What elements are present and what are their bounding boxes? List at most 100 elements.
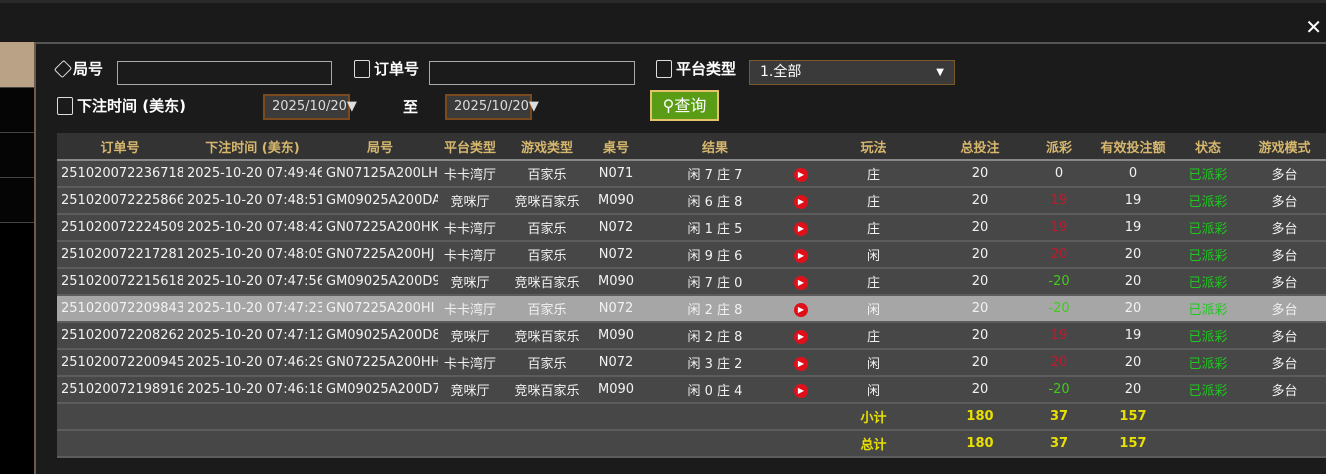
valid-bet-cell: 19 — [1093, 214, 1173, 242]
table-row[interactable]: 251020072236718 2025-10-20 07:49:46 GN0712… — [57, 160, 1326, 188]
total-bet-cell: 20 — [935, 295, 1025, 323]
platform-cell: 卡卡湾厅 — [438, 160, 502, 188]
bet-type-cell: 庄 — [812, 322, 935, 350]
table-row[interactable]: 251020072209843 2025-10-20 07:47:23 GN0722… — [57, 295, 1326, 323]
play-replay-icon[interactable]: ▶ — [794, 383, 808, 398]
replay-cell: ▶ — [790, 187, 812, 215]
bet-type-cell: 闲 — [812, 349, 935, 377]
time-label-text: 下注时间 (美东) — [77, 97, 186, 115]
valid-bet-cell: 20 — [1093, 295, 1173, 323]
payout-cell: -20 — [1025, 268, 1093, 296]
status-cell: 已派彩 — [1173, 268, 1243, 296]
order-id-cell: 251020072200945 — [57, 349, 183, 377]
round-label-text: 局号 — [73, 60, 104, 78]
total-bet-cell: 20 — [935, 160, 1025, 188]
bet-type-cell: 闲 — [812, 241, 935, 269]
empty-cell — [183, 403, 322, 431]
clipboard-icon — [354, 59, 370, 78]
empty-cell — [183, 430, 322, 458]
column-header: 游戏模式 — [1243, 133, 1326, 161]
empty-cell — [438, 403, 502, 431]
table-row[interactable]: 251020072225866 2025-10-20 07:48:51 GM0902… — [57, 187, 1326, 215]
platform-cell: 竞咪厅 — [438, 322, 502, 350]
table-row[interactable]: 251020072208262 2025-10-20 07:47:12 GM0902… — [57, 322, 1326, 350]
column-header: 桌号 — [592, 133, 640, 161]
payout-cell: 19 — [1025, 187, 1093, 215]
total-bet-cell: 20 — [935, 214, 1025, 242]
status-cell: 已派彩 — [1173, 376, 1243, 404]
game-mode-cell: 多台 — [1243, 376, 1326, 404]
platform-label: 平台类型 — [656, 58, 736, 79]
game-type-cell: 百家乐 — [502, 295, 592, 323]
empty-cell — [790, 430, 812, 458]
top-bar: ✕ — [0, 0, 1326, 42]
platform-cell: 竞咪厅 — [438, 187, 502, 215]
order-input[interactable] — [429, 61, 635, 85]
play-replay-icon[interactable]: ▶ — [794, 275, 808, 290]
order-id-cell: 251020072225866 — [57, 187, 183, 215]
total-bet-cell: 20 — [935, 349, 1025, 377]
column-header: 状态 — [1173, 133, 1243, 161]
round-id-cell: GN07225A200HH — [322, 349, 438, 377]
table-no-cell: N072 — [592, 214, 640, 242]
total-bet-cell: 20 — [935, 322, 1025, 350]
tag-icon — [53, 59, 73, 78]
platform-select[interactable]: 1.全部 ▼ — [749, 60, 955, 85]
game-mode-cell: 多台 — [1243, 268, 1326, 296]
search-icon: ⚲ — [662, 96, 675, 115]
valid-bet-cell: 19 — [1093, 322, 1173, 350]
empty-cell — [438, 430, 502, 458]
result-cell: 闲 1 庄 5 — [640, 214, 790, 242]
play-replay-icon[interactable]: ▶ — [794, 221, 808, 236]
chevron-down-icon: ▼ — [936, 67, 944, 78]
date-to-picker[interactable]: 2025/10/20▼ — [445, 94, 539, 120]
game-mode-cell: 多台 — [1243, 187, 1326, 215]
table-row[interactable]: 251020072224509 2025-10-20 07:48:42 GN0722… — [57, 214, 1326, 242]
table-no-cell: N072 — [592, 295, 640, 323]
column-header: 结果 — [640, 133, 790, 161]
empty-cell — [1173, 403, 1243, 431]
play-replay-icon[interactable]: ▶ — [794, 194, 808, 209]
play-replay-icon[interactable]: ▶ — [794, 302, 808, 317]
play-replay-icon[interactable]: ▶ — [794, 167, 808, 182]
bet-time-cell: 2025-10-20 07:47:56 — [183, 268, 322, 296]
game-type-cell: 百家乐 — [502, 241, 592, 269]
empty-cell — [502, 403, 592, 431]
table-no-cell: N072 — [592, 241, 640, 269]
bet-time-cell: 2025-10-20 07:47:23 — [183, 295, 322, 323]
table-header: 订单号 下注时间 (美东) 局号 平台类型 游戏类型 桌号 结果 玩法 总投注 派彩 有效投注额 状态… — [57, 133, 1326, 161]
table-row[interactable]: 251020072198916 2025-10-20 07:46:18 GM0902… — [57, 376, 1326, 404]
order-id-cell: 251020072209843 — [57, 295, 183, 323]
payout-cell: 20 — [1025, 241, 1093, 269]
empty-cell — [322, 403, 438, 431]
round-input[interactable] — [117, 61, 332, 85]
subtotal-row: 小计 180 37 157 — [57, 403, 1326, 431]
valid-bet-cell: 19 — [1093, 187, 1173, 215]
play-replay-icon[interactable]: ▶ — [794, 248, 808, 263]
sidebar-item[interactable] — [0, 42, 34, 88]
replay-cell: ▶ — [790, 376, 812, 404]
to-label: 至 — [403, 98, 419, 116]
sidebar-item[interactable] — [0, 133, 34, 178]
table-row[interactable]: 251020072217281 2025-10-20 07:48:05 GN0722… — [57, 241, 1326, 269]
total-total-bet: 180 — [935, 430, 1025, 458]
replay-cell: ▶ — [790, 322, 812, 350]
sidebar — [0, 42, 36, 474]
play-replay-icon[interactable]: ▶ — [794, 329, 808, 344]
bet-type-cell: 庄 — [812, 160, 935, 188]
sidebar-item[interactable] — [0, 178, 34, 223]
bet-history-panel: 局号 订单号 平台类型 1.全部 ▼ 下注时间 (美东) 2025/10/20▼ … — [36, 42, 1326, 474]
table-row[interactable]: 251020072215618 2025-10-20 07:47:56 GM0902… — [57, 268, 1326, 296]
payout-cell: -20 — [1025, 295, 1093, 323]
play-replay-icon[interactable]: ▶ — [794, 356, 808, 371]
payout-cell: 20 — [1025, 349, 1093, 377]
table-row[interactable]: 251020072200945 2025-10-20 07:46:29 GN0722… — [57, 349, 1326, 377]
round-id-cell: GN07225A200HK — [322, 214, 438, 242]
column-header: 玩法 — [812, 133, 935, 161]
query-button[interactable]: ⚲查询 — [650, 90, 719, 121]
close-icon[interactable]: ✕ — [1305, 15, 1322, 39]
round-id-cell: GN07225A200HJ — [322, 241, 438, 269]
date-from-picker[interactable]: 2025/10/20▼ — [263, 94, 357, 120]
valid-bet-cell: 20 — [1093, 376, 1173, 404]
sidebar-item[interactable] — [0, 88, 34, 133]
